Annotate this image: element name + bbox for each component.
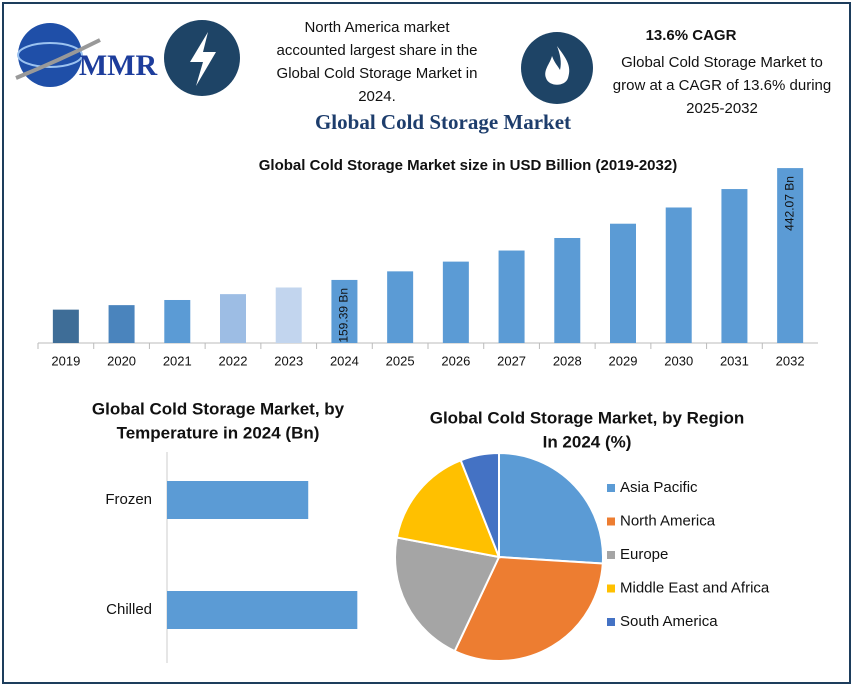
callout-line: Global Cold Storage Market to xyxy=(621,54,823,71)
value-label: 159.39 Bn xyxy=(337,288,351,343)
pie-slice xyxy=(395,459,501,559)
legend-marker xyxy=(607,517,615,526)
callout-line: Global Cold Storage Market in xyxy=(277,65,478,82)
x-tick-label: 2022 xyxy=(219,353,248,368)
legend-marker xyxy=(607,618,615,626)
bar xyxy=(665,207,692,343)
y-tick-label: Frozen xyxy=(105,491,152,508)
pie-slice xyxy=(453,555,604,662)
legend-label: Asia Pacific xyxy=(620,479,698,496)
bar xyxy=(108,305,135,343)
bar xyxy=(164,299,191,343)
legend-marker xyxy=(607,584,615,593)
flame-icon xyxy=(521,32,593,104)
value-label: 442.07 Bn xyxy=(782,176,796,231)
bar xyxy=(387,271,414,343)
legend-label: Middle East and Africa xyxy=(620,579,770,596)
y-tick-label: Chilled xyxy=(106,601,152,618)
legend-label: Europe xyxy=(620,546,668,563)
bar xyxy=(331,279,358,343)
x-tick-label: 2021 xyxy=(163,353,192,368)
main-title: Global Cold Storage Market xyxy=(315,110,571,134)
x-tick-label: 2026 xyxy=(441,353,470,368)
pie-slice xyxy=(498,451,604,565)
logo: MMR xyxy=(15,23,158,87)
bar xyxy=(167,481,309,519)
bolt-icon xyxy=(164,20,240,96)
bar xyxy=(52,309,79,343)
x-tick-label: 2028 xyxy=(553,353,582,368)
bar xyxy=(777,168,804,343)
chart-title: Temperature in 2024 (Bn) xyxy=(117,423,320,442)
bar xyxy=(721,189,748,343)
legend-marker xyxy=(607,551,615,559)
bar xyxy=(220,294,246,343)
x-tick-label: 2027 xyxy=(497,353,526,368)
bar xyxy=(554,237,581,343)
callout-line: North America market xyxy=(304,19,450,36)
bar xyxy=(167,591,358,629)
legend-marker xyxy=(607,484,615,492)
x-tick-label: 2031 xyxy=(720,353,749,368)
x-tick-label: 2019 xyxy=(51,353,80,368)
bar xyxy=(610,223,636,343)
chart-title: Global Cold Storage Market, by Region xyxy=(430,408,745,427)
x-tick-label: 2029 xyxy=(609,353,638,368)
pie-slice xyxy=(394,536,501,653)
x-tick-label: 2030 xyxy=(664,353,693,368)
bar xyxy=(498,250,525,343)
callout-line: 2025-2032 xyxy=(686,100,758,117)
chart-title: In 2024 (%) xyxy=(543,432,632,451)
cagr-title: 13.6% CAGR xyxy=(646,27,737,44)
x-tick-label: 2032 xyxy=(776,353,805,368)
logo-text: MMR xyxy=(79,49,158,82)
x-tick-label: 2020 xyxy=(107,353,136,368)
legend-label: North America xyxy=(620,512,716,529)
chart-title: Global Cold Storage Market, by xyxy=(92,399,345,418)
chart-title: Global Cold Storage Market size in USD B… xyxy=(259,157,677,174)
legend-label: South America xyxy=(620,613,718,630)
pie-slice xyxy=(459,451,500,558)
bar xyxy=(442,261,469,343)
callout-line: grow at a CAGR of 13.6% during xyxy=(613,77,831,94)
bar xyxy=(275,287,302,343)
x-tick-label: 2024 xyxy=(330,353,359,368)
x-tick-label: 2025 xyxy=(386,353,415,368)
callout-line: 2024. xyxy=(358,88,396,105)
callout-line: accounted largest share in the xyxy=(277,42,478,59)
x-tick-label: 2023 xyxy=(274,353,303,368)
